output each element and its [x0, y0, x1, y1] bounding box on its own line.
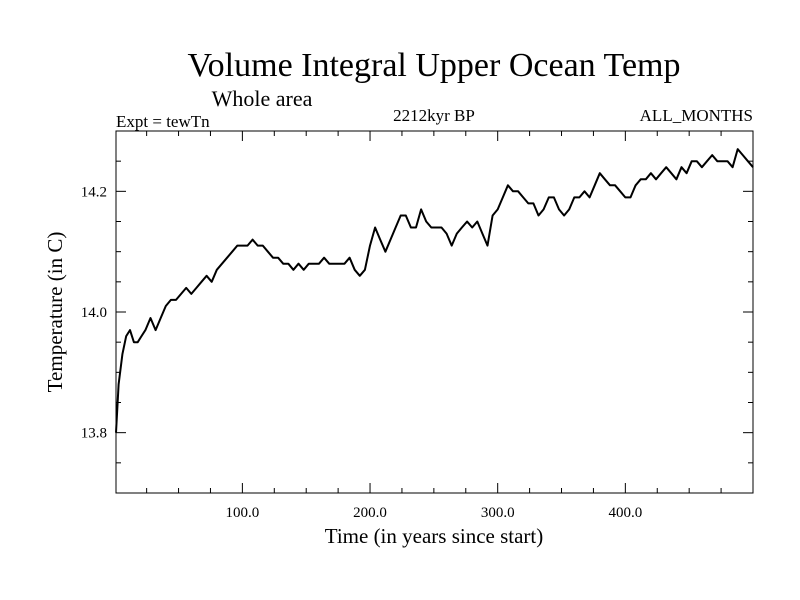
axis-ticks: [116, 131, 753, 493]
chart-title: Volume Integral Upper Ocean Temp: [188, 47, 681, 84]
x-axis-label: Time (in years since start): [325, 524, 544, 548]
experiment-label: Expt = tewTn: [116, 112, 210, 131]
x-tick-label: 100.0: [226, 505, 260, 521]
y-tick-label: 14.0: [81, 305, 107, 321]
series-line: [115, 148, 754, 433]
months-label: ALL_MONTHS: [640, 106, 753, 125]
chart-subtitle: Whole area: [212, 86, 313, 111]
y-tick-label: 14.2: [81, 184, 107, 200]
y-tick-label: 13.8: [81, 426, 107, 442]
x-tick-label: 300.0: [481, 505, 515, 521]
y-axis-label: Temperature (in C): [43, 232, 67, 393]
plot-frame: [115, 130, 754, 494]
x-tick-label: 400.0: [608, 505, 642, 521]
x-tick-label: 200.0: [353, 505, 387, 521]
axis-tick-labels: 100.0 200.0 300.0 400.0 13.8 14.0 14.2: [81, 184, 642, 521]
period-label: 2212kyr BP: [393, 106, 475, 125]
